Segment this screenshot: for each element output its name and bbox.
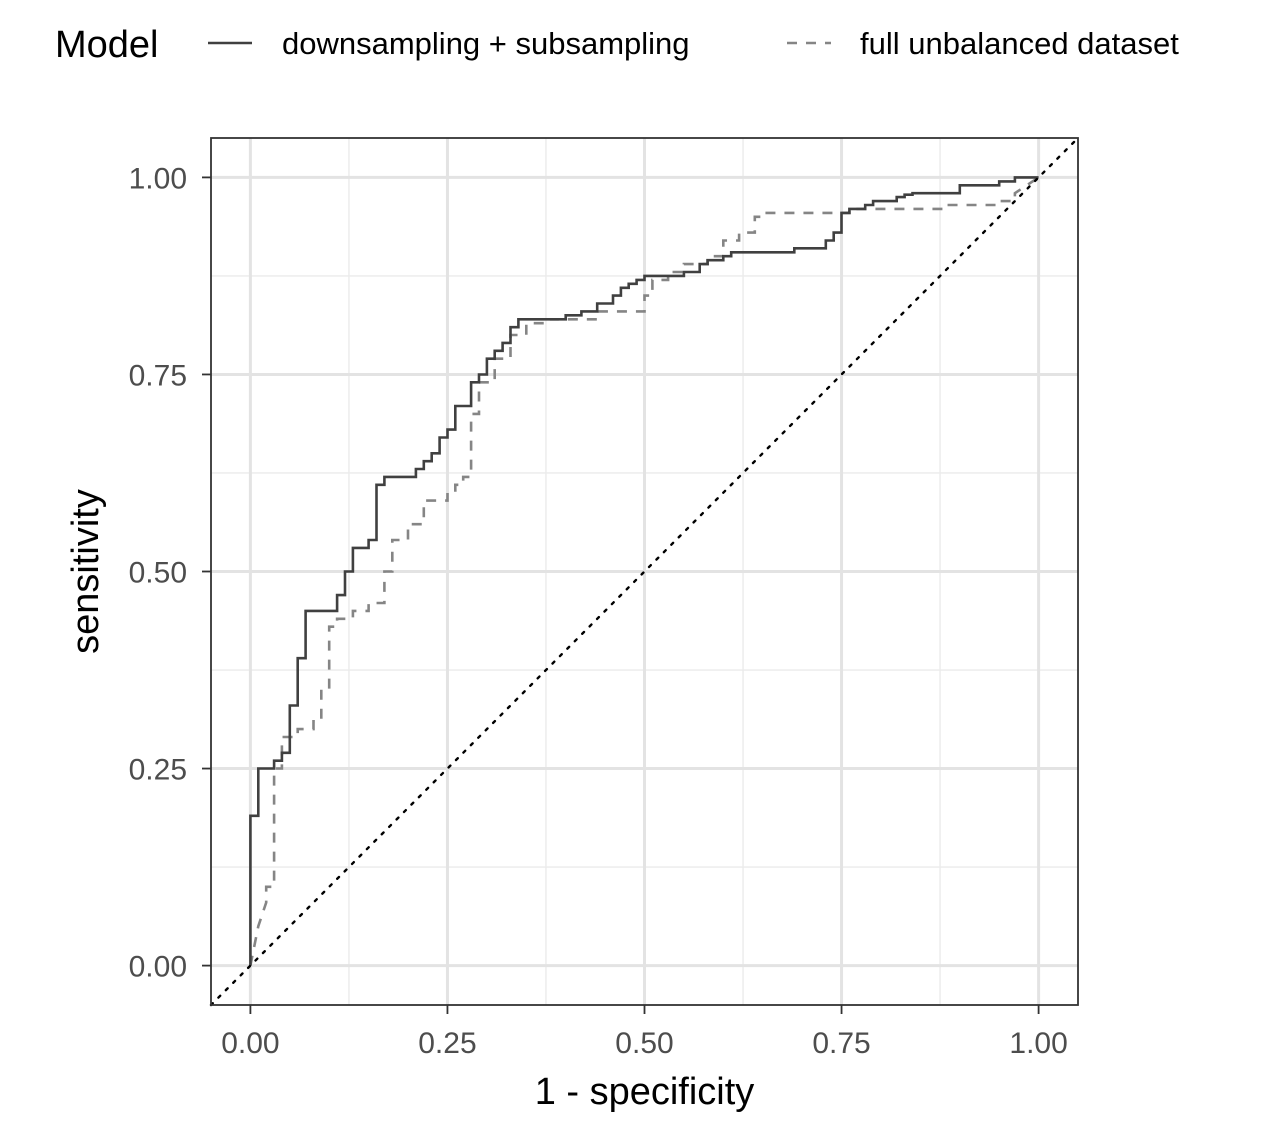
legend-label-full-unbalanced-dataset: full unbalanced dataset bbox=[860, 26, 1179, 61]
series-layer bbox=[249, 176, 1040, 966]
legend-title: Model bbox=[55, 24, 159, 66]
y-tick-label: 1.00 bbox=[129, 162, 187, 195]
x-tick-label: 0.75 bbox=[812, 1027, 870, 1060]
x-axis-title: 1 - specificity bbox=[535, 1071, 755, 1113]
x-tick-label: 0.25 bbox=[418, 1027, 476, 1060]
x-axis: 0.00 0.25 0.50 0.75 1.00 bbox=[221, 1005, 1068, 1060]
y-tick-label: 0.50 bbox=[129, 557, 187, 590]
y-tick-label: 0.75 bbox=[129, 359, 187, 392]
y-tick-label: 0.00 bbox=[129, 951, 187, 984]
y-axis-title: sensitivity bbox=[65, 489, 107, 654]
x-tick-label: 0.00 bbox=[221, 1027, 279, 1060]
legend-label-downsampling-subsampling: downsampling + subsampling bbox=[282, 26, 690, 61]
series-line-full-unbalanced-dataset bbox=[249, 176, 1040, 966]
y-axis: 0.00 0.25 0.50 0.75 1.00 bbox=[129, 162, 211, 984]
series-line-downsampling-subsampling bbox=[249, 176, 1039, 966]
x-tick-label: 0.50 bbox=[615, 1027, 673, 1060]
x-tick-label: 1.00 bbox=[1009, 1027, 1067, 1060]
chance-diagonal-line bbox=[209, 136, 1080, 1007]
y-tick-label: 0.25 bbox=[129, 754, 187, 787]
